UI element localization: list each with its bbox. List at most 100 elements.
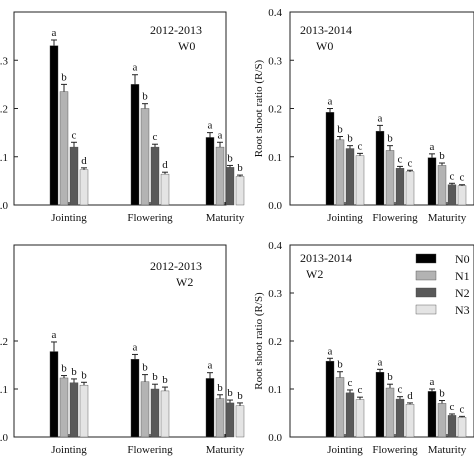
x-tick-label: Flowering — [127, 444, 173, 456]
significance-label: c — [450, 170, 455, 182]
bar-N0-flowering — [130, 84, 140, 206]
bar-N3-maturity — [235, 405, 245, 438]
bar-N1-flowering — [385, 387, 395, 438]
y-tick-label: 0.1 — [268, 384, 282, 396]
bar-N0-maturity — [205, 137, 215, 206]
significance-label: b — [387, 133, 393, 145]
bar-N0-jointing — [49, 45, 59, 206]
significance-label: a — [52, 329, 57, 341]
legend-label-N1: N1 — [455, 269, 470, 283]
legend-label-N2: N2 — [455, 286, 470, 300]
significance-label: b — [81, 369, 87, 381]
bar-N0-maturity — [205, 378, 215, 438]
significance-label: a — [133, 341, 138, 353]
significance-label: d — [407, 390, 413, 402]
significance-label: b — [61, 363, 67, 375]
y-tick-label: .3 — [0, 55, 9, 67]
bar-N3-flowering — [405, 404, 415, 438]
chart-subtitle: W0 — [178, 39, 195, 53]
x-tick-label: Maturity — [206, 212, 245, 224]
significance-label: b — [227, 387, 233, 399]
significance-label: a — [378, 356, 383, 368]
chart-panel-3: .0 .1 .2 2012-2013 W2 Jointing Flowering Maturi… — [0, 244, 245, 456]
significance-label: a — [208, 360, 213, 372]
bar-N1-maturity — [437, 403, 447, 438]
x-tick-label: Maturity — [428, 444, 467, 456]
y-tick-label: 0.0 — [268, 200, 282, 212]
bar-N2-flowering — [150, 146, 160, 206]
bar-N3-jointing — [355, 155, 365, 206]
significance-label: b — [227, 152, 233, 164]
significance-label: b — [439, 388, 445, 400]
x-tick-label: Flowering — [372, 444, 418, 456]
bar-N1-jointing — [59, 91, 69, 206]
x-tick-label: Jointing — [327, 212, 363, 224]
y-tick-label: 0.3 — [268, 55, 282, 67]
bar-N1-maturity — [215, 398, 225, 438]
significance-label: a — [218, 129, 223, 141]
significance-label: b — [162, 374, 168, 386]
legend-label-N3: N3 — [455, 303, 470, 317]
significance-label: a — [208, 120, 213, 132]
bar-N2-jointing — [69, 146, 79, 206]
bar-N3-jointing — [79, 169, 89, 206]
bar-N1-maturity — [215, 146, 225, 206]
significance-label: a — [52, 27, 57, 39]
significance-label: c — [153, 131, 158, 143]
y-tick-label: .2 — [0, 104, 8, 116]
significance-label: b — [337, 123, 343, 135]
significance-label: b — [152, 371, 158, 383]
bar-N1-jointing — [335, 377, 345, 438]
y-tick-label: 0.4 — [268, 7, 282, 19]
significance-label: b — [347, 133, 353, 145]
chart-title: 2013-2014 — [300, 251, 352, 265]
significance-label: a — [328, 96, 333, 108]
significance-label: a — [430, 376, 435, 388]
y-tick-label: .0 — [0, 200, 9, 212]
bar-N0-jointing — [49, 351, 59, 438]
bar-N0-flowering — [375, 130, 385, 206]
bar-N3-maturity — [457, 185, 467, 206]
y-tick-label: .0 — [0, 432, 9, 444]
chart-subtitle: W2 — [306, 267, 323, 281]
bar-N1-flowering — [385, 150, 395, 206]
bar-N2-maturity — [225, 402, 235, 438]
x-tick-label: Jointing — [327, 444, 363, 456]
y-tick-label: .1 — [0, 384, 8, 396]
significance-label: b — [142, 91, 148, 103]
legend-swatch-N0 — [415, 253, 437, 264]
bar-N2-maturity — [447, 415, 457, 438]
significance-label: b — [71, 366, 77, 378]
bar-N3-flowering — [405, 171, 415, 206]
bar-N1-flowering — [140, 381, 150, 438]
y-tick-label: 0.3 — [268, 288, 282, 300]
significance-label: c — [72, 129, 77, 141]
significance-label: c — [460, 172, 465, 184]
significance-label: c — [398, 153, 403, 165]
chart-subtitle: W2 — [176, 275, 193, 289]
y-axis-label: Root shoot ratio (R/S) — [253, 292, 265, 390]
significance-label: b — [237, 162, 243, 174]
y-tick-label: .1 — [0, 152, 8, 164]
bar-N2-maturity — [225, 167, 235, 206]
y-tick-label: 0.1 — [268, 152, 282, 164]
bar-N2-jointing — [345, 148, 355, 206]
plot-frame — [13, 244, 227, 438]
significance-label: d — [81, 155, 87, 167]
x-tick-label: Jointing — [51, 444, 87, 456]
bar-N0-flowering — [130, 359, 140, 438]
significance-label: b — [337, 359, 343, 371]
y-tick-label: 0.4 — [268, 240, 282, 252]
significance-label: a — [328, 345, 333, 357]
significance-label: c — [348, 377, 353, 389]
legend: N0 N1 N2 N3 — [415, 252, 470, 317]
bar-N0-jointing — [325, 360, 335, 438]
significance-label: c — [460, 403, 465, 415]
significance-label: a — [378, 112, 383, 124]
significance-label: b — [217, 382, 223, 394]
legend-label-N0: N0 — [455, 252, 470, 266]
chart-panel-4: 0.0 0.1 0.2 0.3 0.4 Root shoot ratio (R/S) 201… — [253, 240, 474, 456]
bar-N2-flowering — [395, 168, 405, 206]
chart-panel-1: .0 .1 .2 .3 2012-2013 W0 Jointing Flowering Matu… — [0, 11, 245, 224]
